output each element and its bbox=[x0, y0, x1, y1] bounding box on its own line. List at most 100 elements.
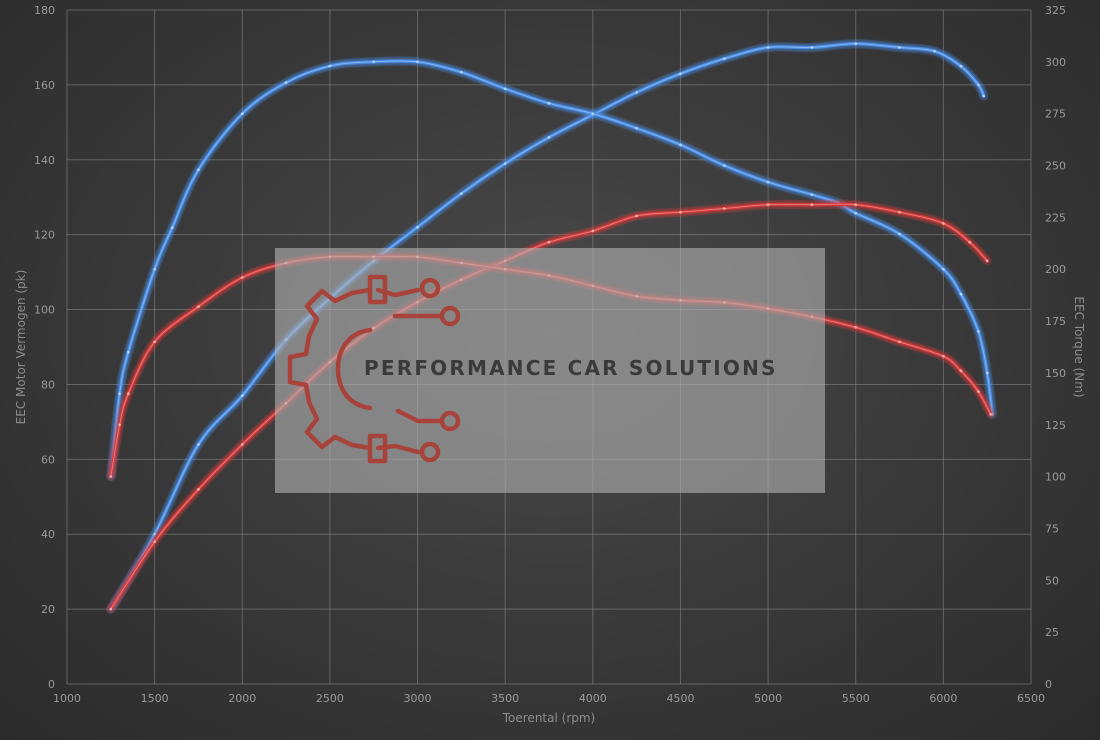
series-2-point bbox=[241, 443, 244, 446]
series-1-point bbox=[679, 143, 682, 147]
series-2-point bbox=[197, 488, 200, 491]
series-3-point bbox=[854, 326, 857, 329]
series-2-point bbox=[591, 229, 595, 233]
x-tick-label: 5500 bbox=[842, 692, 870, 705]
series-0-point bbox=[982, 94, 985, 98]
right-tick-label: 300 bbox=[1045, 56, 1066, 69]
series-1-point bbox=[118, 392, 121, 396]
series-1-point bbox=[328, 64, 332, 68]
left-tick-label: 0 bbox=[48, 678, 55, 691]
series-0-point bbox=[635, 91, 638, 94]
right-tick-label: 325 bbox=[1045, 4, 1066, 17]
right-axis-title: EEC Torque (Nm) bbox=[1072, 296, 1086, 397]
series-0-point bbox=[723, 57, 726, 60]
x-axis-title: Toerental (rpm) bbox=[502, 711, 595, 725]
right-tick-label: 200 bbox=[1045, 263, 1066, 276]
series-0 bbox=[106, 39, 989, 614]
series-1-point bbox=[416, 60, 419, 64]
right-tick-label: 100 bbox=[1045, 471, 1066, 484]
series-2-point bbox=[723, 207, 726, 210]
series-2-point bbox=[810, 203, 814, 206]
gear-circuit-logo-icon bbox=[287, 274, 461, 464]
right-tick-label: 250 bbox=[1045, 160, 1066, 173]
series-1-point bbox=[854, 211, 857, 215]
series-2-point bbox=[898, 210, 901, 214]
series-0-point bbox=[153, 532, 156, 536]
series-1-point bbox=[942, 267, 945, 271]
x-tick-label: 5000 bbox=[754, 692, 782, 705]
series-1-line bbox=[109, 59, 994, 479]
left-tick-label: 100 bbox=[34, 304, 55, 317]
x-tick-label: 1500 bbox=[141, 692, 169, 705]
series-1-point bbox=[547, 102, 551, 105]
x-tick-label: 2500 bbox=[316, 692, 344, 705]
x-tick-label: 3000 bbox=[404, 692, 432, 705]
right-tick-label: 75 bbox=[1045, 522, 1059, 535]
left-tick-label: 140 bbox=[34, 154, 55, 167]
series-0-point bbox=[977, 83, 980, 87]
series-1-point bbox=[284, 81, 288, 84]
series-0-point bbox=[547, 136, 551, 139]
series-0-point bbox=[197, 443, 200, 446]
series-1-point bbox=[810, 193, 814, 196]
series-1-point bbox=[170, 226, 174, 230]
x-tick-label: 6000 bbox=[929, 692, 957, 705]
series-0-point bbox=[766, 46, 770, 49]
right-tick-label: 175 bbox=[1045, 315, 1066, 328]
x-tick-label: 4500 bbox=[666, 692, 694, 705]
series-1-highlight bbox=[110, 60, 993, 477]
right-tick-label: 0 bbox=[1045, 678, 1052, 691]
left-tick-label: 160 bbox=[34, 79, 55, 92]
right-tick-label: 125 bbox=[1045, 419, 1066, 432]
series-0-point bbox=[898, 46, 901, 49]
series-1-point bbox=[591, 112, 595, 115]
series-0-line bbox=[109, 42, 986, 611]
left-tick-label: 180 bbox=[34, 4, 55, 17]
series-3-point bbox=[977, 390, 980, 393]
left-tick-label: 120 bbox=[34, 229, 55, 242]
series-1-point bbox=[635, 126, 638, 130]
series-2-point bbox=[153, 540, 156, 543]
series-1-point bbox=[372, 60, 376, 64]
series-3-point bbox=[898, 340, 901, 344]
series-0-point bbox=[416, 225, 419, 229]
series-1-point bbox=[241, 112, 244, 115]
x-tick-label: 4000 bbox=[579, 692, 607, 705]
series-0-point bbox=[241, 394, 244, 398]
left-tick-label: 40 bbox=[41, 528, 55, 541]
series-2-point bbox=[679, 210, 682, 214]
right-tick-label: 225 bbox=[1045, 211, 1066, 224]
series-3-point bbox=[241, 276, 244, 279]
series-3-point bbox=[197, 305, 200, 308]
series-2-point bbox=[547, 240, 551, 244]
series-1-point bbox=[898, 232, 901, 236]
x-tick-label: 3500 bbox=[491, 692, 519, 705]
series-0-point bbox=[854, 42, 857, 45]
right-tick-label: 150 bbox=[1045, 367, 1066, 380]
series-0-point bbox=[503, 162, 507, 165]
series-0-point bbox=[460, 192, 463, 195]
series-2-line bbox=[109, 202, 989, 611]
x-tick-label: 1000 bbox=[53, 692, 81, 705]
series-2-point bbox=[985, 259, 989, 263]
left-tick-label: 80 bbox=[41, 378, 55, 391]
series-1-point bbox=[197, 168, 200, 171]
series-1-point bbox=[153, 267, 156, 271]
series-3-point bbox=[118, 423, 121, 427]
series-2-highlight bbox=[110, 203, 988, 610]
series-1-point bbox=[723, 164, 726, 167]
series-1-point bbox=[460, 70, 463, 74]
series-3-point bbox=[153, 340, 156, 344]
series-1-point bbox=[766, 180, 770, 184]
series-2-point bbox=[942, 222, 945, 225]
series-2-point bbox=[635, 214, 638, 218]
series-1 bbox=[106, 56, 997, 482]
series-1-point bbox=[959, 292, 963, 296]
x-axis-ticks: 1000 1500 2000 2500 3000 3500 4000 4500 5000 5500… bbox=[53, 692, 1045, 705]
series-1-point bbox=[985, 371, 989, 375]
series-2-point bbox=[854, 203, 857, 206]
left-tick-label: 60 bbox=[41, 453, 55, 466]
series-1-point bbox=[977, 330, 980, 333]
series-1-point bbox=[127, 350, 130, 354]
